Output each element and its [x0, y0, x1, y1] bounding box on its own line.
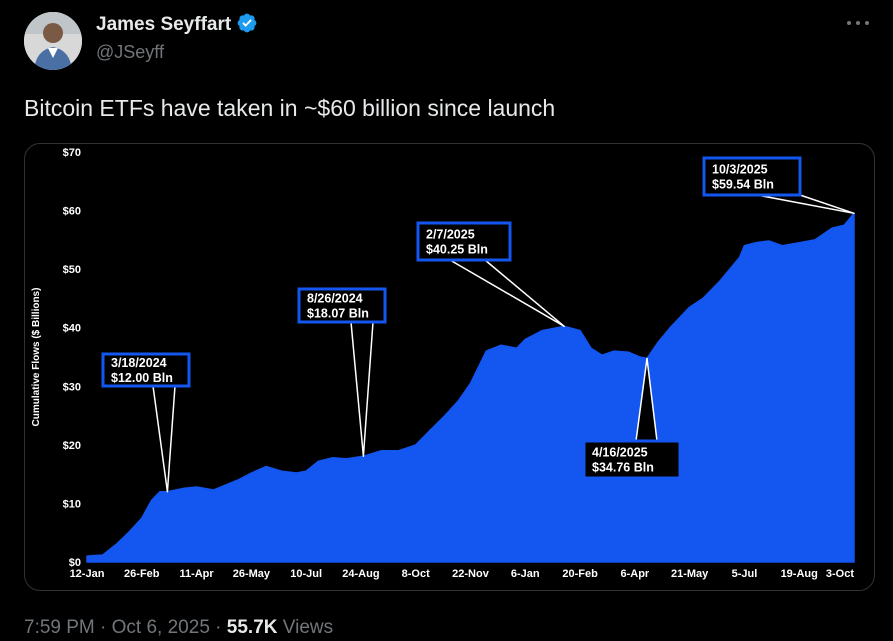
x-tick-label: 26-May: [233, 568, 271, 580]
tweet-meta: 7:59 PM · Oct 6, 2025 · 55.7K Views: [24, 617, 333, 639]
callout-box: [582, 439, 682, 480]
callout-pointer: [152, 385, 176, 493]
callout-pointer: [350, 321, 374, 457]
meta-separator: ·: [94, 617, 112, 638]
y-tick-label: $40: [63, 323, 81, 335]
y-tick-label: $30: [63, 381, 81, 393]
callout-box: [297, 287, 387, 324]
callout-pointer: [449, 259, 565, 328]
callout-box: [702, 156, 802, 197]
x-tick-label: 12-Jan: [70, 568, 105, 580]
y-tick-label: $10: [63, 498, 81, 510]
verified-badge-icon: [237, 13, 257, 33]
y-tick-label: $0: [69, 557, 81, 569]
tweet-media-chart[interactable]: $0 $10 $20 $30 $40 $50 $60 $70 Cumulative Flows …: [24, 143, 875, 591]
callout-value-label: $12.00 Bln: [111, 371, 173, 385]
x-tick-label: 26-Feb: [124, 568, 160, 580]
y-tick-label: $20: [63, 440, 81, 452]
y-tick-label: $60: [63, 206, 81, 218]
x-tick-label: 24-Aug: [342, 568, 379, 580]
callout-box: [416, 221, 512, 262]
meta-separator: ·: [209, 617, 227, 638]
x-tick-label: 8-Oct: [402, 568, 430, 580]
callout-date-label: 10/3/2025: [712, 163, 768, 177]
callout-value-label: $18.07 Bln: [307, 307, 369, 321]
x-tick-label: 19-Aug: [781, 568, 818, 580]
callout-value-label: $59.54 Bln: [712, 178, 774, 192]
x-tick-label: 21-May: [671, 568, 709, 580]
x-tick-label: 22-Nov: [452, 568, 490, 580]
x-tick-label: 6-Apr: [620, 568, 649, 580]
y-axis-label: Cumulative Flows ($ Billions): [31, 288, 42, 427]
callout-box: [101, 352, 191, 388]
callout-value-label: $40.25 Bln: [426, 243, 488, 257]
x-tick-label: 5-Jul: [732, 568, 758, 580]
author-name[interactable]: James Seyffart: [96, 14, 232, 35]
more-options-icon[interactable]: [845, 14, 871, 32]
x-tick-label: 3-Oct: [826, 568, 854, 580]
y-tick-label: $70: [63, 147, 81, 159]
author-handle[interactable]: @JSeyff: [96, 42, 164, 62]
callout-value-label: $34.76 Bln: [592, 461, 654, 475]
x-tick-label: 6-Jan: [511, 568, 540, 580]
tweet-text: Bitcoin ETFs have taken in ~$60 billion …: [24, 95, 556, 121]
callout-date-label: 8/26/2024: [307, 292, 363, 306]
avatar[interactable]: [24, 12, 82, 70]
author-name-row: James Seyffart: [96, 12, 258, 36]
tweet-time[interactable]: 7:59 PM: [24, 617, 95, 638]
callout-date-label: 2/7/2025: [426, 228, 475, 242]
tweet-date[interactable]: Oct 6, 2025: [111, 617, 210, 638]
y-tick-label: $50: [63, 264, 81, 276]
flows-chart: $0 $10 $20 $30 $40 $50 $60 $70 Cumulative Flows …: [31, 147, 855, 580]
views-count: 55.7K: [226, 617, 278, 638]
callout-pointer: [756, 194, 855, 215]
callout-date-label: 3/18/2024: [111, 356, 167, 370]
views-label: Views: [277, 617, 334, 638]
callout-date-label: 4/16/2025: [592, 446, 648, 460]
x-tick-label: 20-Feb: [562, 568, 598, 580]
x-tick-label: 10-Jul: [290, 568, 322, 580]
x-tick-label: 11-Apr: [179, 568, 214, 580]
